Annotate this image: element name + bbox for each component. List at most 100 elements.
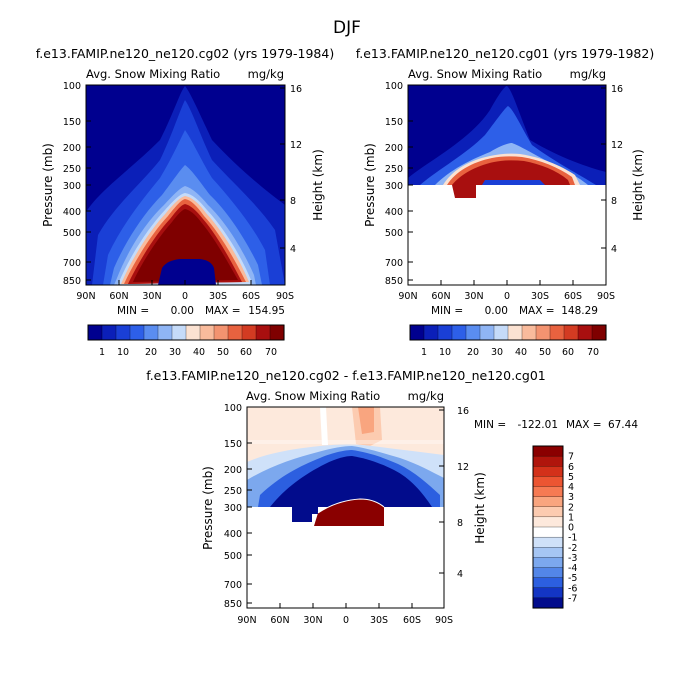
- colorbar-swatch: [577, 324, 593, 341]
- panel-2-xtick: 30N: [464, 291, 483, 302]
- panel-1-subtitle-left: Avg. Snow Mixing Ratio: [86, 67, 220, 81]
- colorbar-swatch: [532, 466, 564, 477]
- panel-1-ylabel: Pressure (mb): [41, 143, 55, 227]
- panel-1-cbar-label: 60: [240, 347, 252, 358]
- panel-2-ytick-right: 16: [611, 84, 623, 95]
- panel-3-colorbar-frame: [532, 445, 564, 609]
- panel-2-cbar-label: 70: [587, 347, 599, 358]
- panel-3-xtick: 90S: [435, 615, 453, 626]
- panel-1-ytick-right: 12: [290, 140, 302, 151]
- colorbar-swatch: [129, 324, 145, 341]
- panel-3-xtick: 90N: [237, 615, 256, 626]
- panel-1-cbar-label: 30: [169, 347, 181, 358]
- panel-3-xtick: 0: [343, 615, 349, 626]
- panel-3-max-value: 67.44: [608, 419, 638, 431]
- panel-3-cbar-label: 2: [568, 502, 574, 513]
- colorbar-swatch: [157, 324, 173, 341]
- panel-3-hanging-blue: [292, 507, 318, 522]
- panel-3-cbar-label: 0: [568, 523, 574, 534]
- panel-2-max-label: MAX =: [519, 305, 555, 317]
- panel-2-ytick: 500: [385, 228, 403, 239]
- colorbar-swatch: [479, 324, 495, 341]
- panel-3-ytick: 250: [224, 486, 242, 497]
- panel-2-subtitle-left: Avg. Snow Mixing Ratio: [408, 67, 542, 81]
- panel-1-ytick: 250: [63, 164, 81, 175]
- colorbar-swatch: [532, 445, 564, 457]
- panel-1-ytick-right: 4: [290, 244, 296, 255]
- colorbar-swatch: [532, 506, 564, 518]
- panel-1-field: [86, 85, 285, 285]
- panel-2-xtick: 90S: [597, 291, 615, 302]
- panel-1-ytick: 500: [63, 228, 81, 239]
- panel-3-red-dome: [314, 499, 384, 526]
- panel-3-title: f.e13.FAMIP.ne120_ne120.cg02 - f.e13.FAM…: [146, 368, 546, 383]
- panel-2-xtick: 0: [504, 291, 510, 302]
- panel-3-cbar-label: -3: [568, 553, 577, 564]
- panel-3-cbar-label: 7: [568, 452, 574, 463]
- panel-2-ytick: 700: [385, 258, 403, 269]
- panel-3-ytick: 150: [224, 439, 242, 450]
- panel-3-ytick: 700: [224, 580, 242, 591]
- colorbar-swatch: [535, 324, 551, 341]
- panel-3-cbar-label: 5: [568, 472, 574, 483]
- panel-1-xtick: 90S: [276, 291, 294, 302]
- panel-1-max-value: 154.95: [248, 305, 285, 317]
- panel-3-ylabel-right: Height (km): [473, 472, 487, 543]
- colorbar-swatch: [532, 496, 564, 508]
- panel-2-xtick: 60N: [431, 291, 450, 302]
- panel-2-max-value: 148.29: [561, 305, 598, 317]
- colorbar-swatch: [532, 455, 564, 467]
- colorbar-swatch: [532, 597, 564, 609]
- panel-3-blue-3: [270, 456, 432, 507]
- panel-1-cbar-label: 40: [193, 347, 205, 358]
- colorbar-swatch: [199, 324, 215, 341]
- colorbar-swatch: [213, 324, 229, 341]
- panel-2-cbar-label: 50: [539, 347, 551, 358]
- colorbar-swatch: [532, 567, 564, 579]
- panel-2-cbar-label: 1: [421, 347, 427, 358]
- colorbar-swatch: [532, 587, 564, 599]
- panel-3-field: [247, 407, 444, 608]
- panel-1-ytick-right: 8: [290, 196, 296, 207]
- colorbar-swatch: [521, 324, 537, 341]
- panel-3-ytick: 200: [224, 465, 242, 476]
- panel-2-ytick: 150: [385, 117, 403, 128]
- colorbar-swatch: [532, 536, 564, 548]
- colorbar-swatch: [591, 324, 607, 341]
- panel-1-ytick-right: 16: [290, 84, 302, 95]
- panel-3-xtick: 30N: [303, 615, 322, 626]
- colorbar-swatch: [532, 476, 564, 488]
- colorbar-swatch: [269, 324, 285, 341]
- colorbar-swatch: [451, 324, 467, 341]
- panel-2-cbar-label: 20: [467, 347, 479, 358]
- colorbar-swatch: [532, 557, 564, 569]
- panel-2: f.e13.FAMIP.ne120_ne120.cg01 (yrs 1979-1…: [356, 46, 654, 358]
- panel-2-min-label: MIN =: [431, 305, 463, 317]
- panel-2-title: f.e13.FAMIP.ne120_ne120.cg01 (yrs 1979-1…: [356, 46, 654, 61]
- panel-3-streak-2: [358, 407, 374, 434]
- panel-1-ytick: 150: [63, 117, 81, 128]
- panel-3-ytick-right: 8: [457, 518, 463, 529]
- panel-1-ytick: 300: [63, 181, 81, 192]
- panel-3-streak-white: [320, 407, 328, 445]
- panel-2-subtitle-right: mg/kg: [570, 67, 606, 81]
- colorbar-swatch: [532, 486, 564, 498]
- colorbar-swatch: [409, 324, 425, 341]
- panel-1-max-label: MAX =: [205, 305, 241, 317]
- panel-3-cbar-label: -7: [568, 593, 577, 604]
- panel-2-ytick-right: 4: [611, 244, 617, 255]
- panel-1-subtitle-right: mg/kg: [248, 67, 284, 81]
- panel-1-ytick: 850: [63, 276, 81, 287]
- panel-3-cbar-label: -2: [568, 543, 577, 554]
- panel-3-ytick-right: 4: [457, 569, 463, 580]
- colorbar-swatch: [532, 516, 564, 528]
- panel-1-ytick: 100: [63, 81, 81, 92]
- panel-3-cbar-label: -1: [568, 533, 577, 544]
- panel-3-cbar-label: -6: [568, 583, 577, 594]
- panel-1-ytick: 700: [63, 258, 81, 269]
- panel-2-ytick: 850: [385, 276, 403, 287]
- panel-1-xtick: 30S: [209, 291, 227, 302]
- panel-2-xtick: 30S: [531, 291, 549, 302]
- panel-2-cbar-label: 40: [515, 347, 527, 358]
